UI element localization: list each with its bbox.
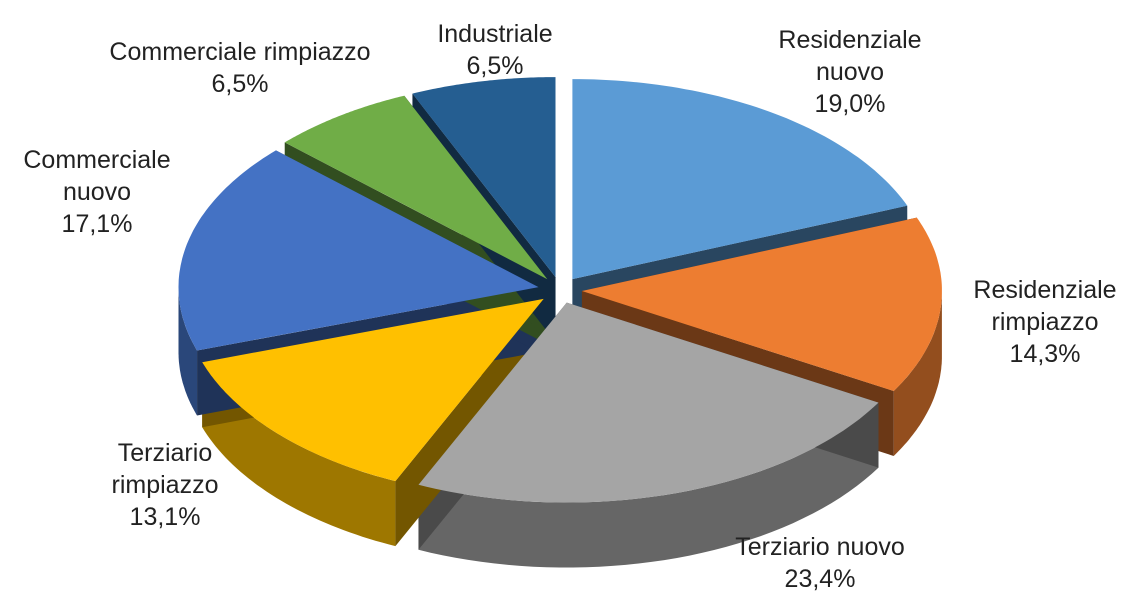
- data-label: Residenziale nuovo 19,0%: [750, 24, 950, 120]
- slice-side: [893, 291, 942, 456]
- category-label: Residenziale rimpiazzo: [973, 276, 1117, 336]
- value-label: 14,3%: [1009, 340, 1081, 368]
- category-label: Commerciale rimpiazzo: [109, 38, 371, 66]
- value-label: 23,4%: [784, 565, 856, 593]
- category-label: Terziario rimpiazzo: [111, 439, 219, 499]
- slice: [178, 150, 539, 351]
- value-label: 13,1%: [129, 503, 201, 531]
- category-label: Industriale: [437, 20, 553, 48]
- slice: [418, 302, 879, 503]
- slice: [581, 217, 942, 391]
- slice: [412, 77, 556, 278]
- data-label: Commerciale nuovo 17,1%: [0, 144, 197, 240]
- data-label: Industriale 6,5%: [395, 18, 595, 82]
- slice: [202, 298, 544, 482]
- data-label: Terziario nuovo 23,4%: [690, 531, 950, 595]
- category-label: Residenziale nuovo: [778, 26, 922, 86]
- data-label: Residenziale rimpiazzo 14,3%: [945, 274, 1134, 370]
- slice-side: [418, 402, 879, 568]
- value-label: 6,5%: [211, 70, 269, 98]
- slice-side: [178, 287, 197, 416]
- data-label: Commerciale rimpiazzo 6,5%: [75, 36, 405, 100]
- value-label: 19,0%: [814, 90, 886, 118]
- category-label: Terziario nuovo: [735, 533, 905, 561]
- value-label: 17,1%: [61, 210, 133, 238]
- slice: [572, 79, 908, 280]
- category-label: Commerciale nuovo: [23, 146, 171, 206]
- slice-side: [202, 362, 396, 547]
- value-label: 6,5%: [466, 52, 524, 80]
- slice: [284, 95, 548, 280]
- data-label: Terziario rimpiazzo 13,1%: [75, 437, 255, 533]
